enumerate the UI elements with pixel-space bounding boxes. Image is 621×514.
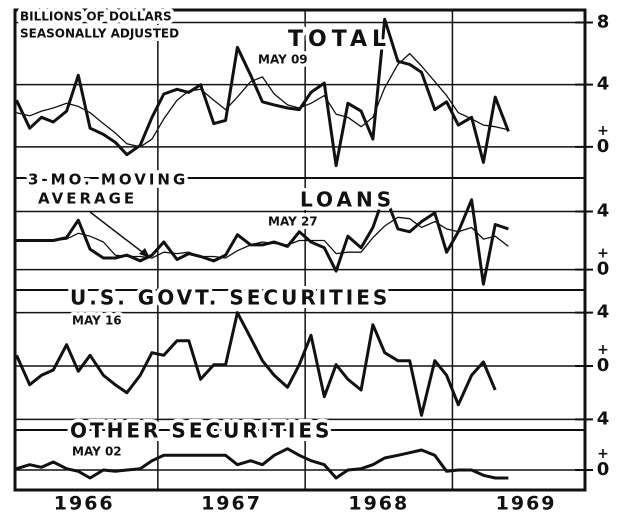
date-label: MAY 02 bbox=[72, 445, 122, 459]
panel-title: LOANS bbox=[300, 188, 395, 212]
units-label: SEASONALLY ADJUSTED bbox=[20, 27, 179, 41]
sign-label: + bbox=[597, 246, 609, 262]
x-tick-label: 1968 bbox=[348, 493, 409, 514]
sign-label: + bbox=[597, 342, 609, 358]
y-tick-label: 0 bbox=[597, 459, 610, 480]
date-label: MAY 09 bbox=[258, 53, 308, 67]
y-tick-label: 4 bbox=[597, 74, 610, 95]
series-line bbox=[16, 192, 509, 286]
frame bbox=[13, 8, 587, 492]
y-tick-label: 0 bbox=[597, 259, 610, 280]
series-line bbox=[16, 216, 509, 259]
arrow-head bbox=[139, 248, 150, 258]
x-tick-label: 1969 bbox=[496, 493, 557, 514]
annotation: AVERAGE bbox=[38, 190, 137, 208]
annotation-arrow bbox=[89, 211, 151, 259]
x-tick-label: 1966 bbox=[54, 493, 115, 514]
x-tick-label: 1967 bbox=[201, 493, 262, 514]
units-label: BILLIONS OF DOLLARS bbox=[20, 10, 172, 24]
panel-title: TOTAL bbox=[288, 27, 391, 52]
series-line bbox=[15, 311, 497, 417]
sign-label: + bbox=[597, 123, 609, 139]
y-tick-label: 0 bbox=[597, 355, 610, 376]
annotation: 3-MO. MOVING bbox=[28, 171, 188, 189]
y-tick-label: 8 bbox=[597, 11, 610, 32]
date-label: MAY 27 bbox=[268, 215, 318, 229]
series-line bbox=[15, 17, 510, 168]
y-tick-label: 0 bbox=[597, 136, 610, 157]
sign-label: + bbox=[597, 446, 609, 462]
date-label: MAY 16 bbox=[72, 314, 122, 328]
series-line bbox=[16, 52, 509, 148]
y-tick-label: 4 bbox=[597, 408, 610, 429]
panel-title: OTHER SECURITIES bbox=[70, 419, 332, 443]
y-tick-label: 4 bbox=[597, 200, 610, 221]
y-tick-label: 4 bbox=[597, 302, 610, 323]
series-line bbox=[16, 447, 509, 480]
panel-title: U.S. GOVT. SECURITIES bbox=[70, 286, 390, 310]
